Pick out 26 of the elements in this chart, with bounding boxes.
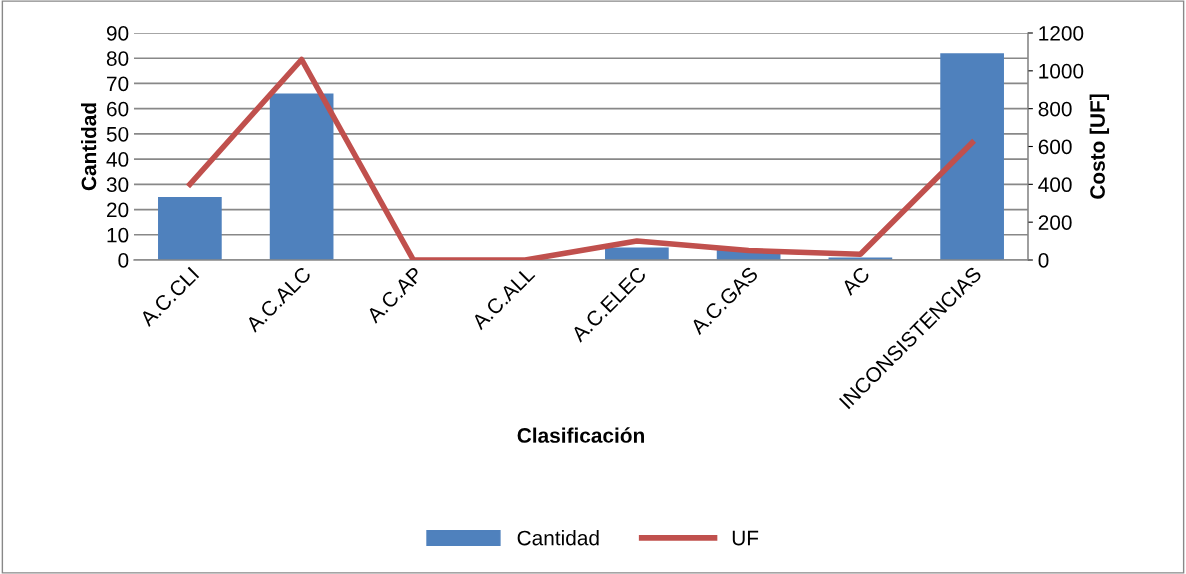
y2-tick-label: 800 — [1038, 101, 1072, 117]
y-tick-label: 30 — [106, 177, 129, 193]
y-tick-label: 70 — [107, 76, 129, 92]
y2-tick-label: 0 — [1038, 253, 1049, 268]
y2-tick-label: 400 — [1038, 177, 1072, 193]
bar — [940, 53, 1004, 260]
y2-tick-label: 1000 — [1039, 63, 1084, 79]
y-tick-label: 40 — [106, 152, 129, 167]
y-axis-title: Cantidad — [80, 103, 97, 191]
bar — [158, 196, 222, 260]
x-axis-title: Clasificación — [517, 427, 644, 443]
y2-axis-title: Costo [UF] — [1089, 94, 1110, 199]
bar — [269, 93, 334, 260]
legend-label: Cantidad — [517, 530, 599, 546]
y-tick-label: 50 — [106, 126, 129, 142]
y2-tick-label: 600 — [1038, 139, 1072, 155]
bar — [605, 247, 669, 260]
y-tick-label: 80 — [106, 51, 129, 66]
y-tick-label: 20 — [107, 202, 129, 218]
y-tick-label: 60 — [107, 101, 129, 117]
y-tick-label: 10 — [107, 227, 129, 243]
legend-label: UF — [732, 530, 759, 546]
y-tick-label: 0 — [118, 253, 129, 268]
y2-tick-label: 200 — [1038, 215, 1072, 230]
y-tick-label: 90 — [106, 26, 129, 41]
y2-tick-label: 1200 — [1039, 26, 1084, 41]
